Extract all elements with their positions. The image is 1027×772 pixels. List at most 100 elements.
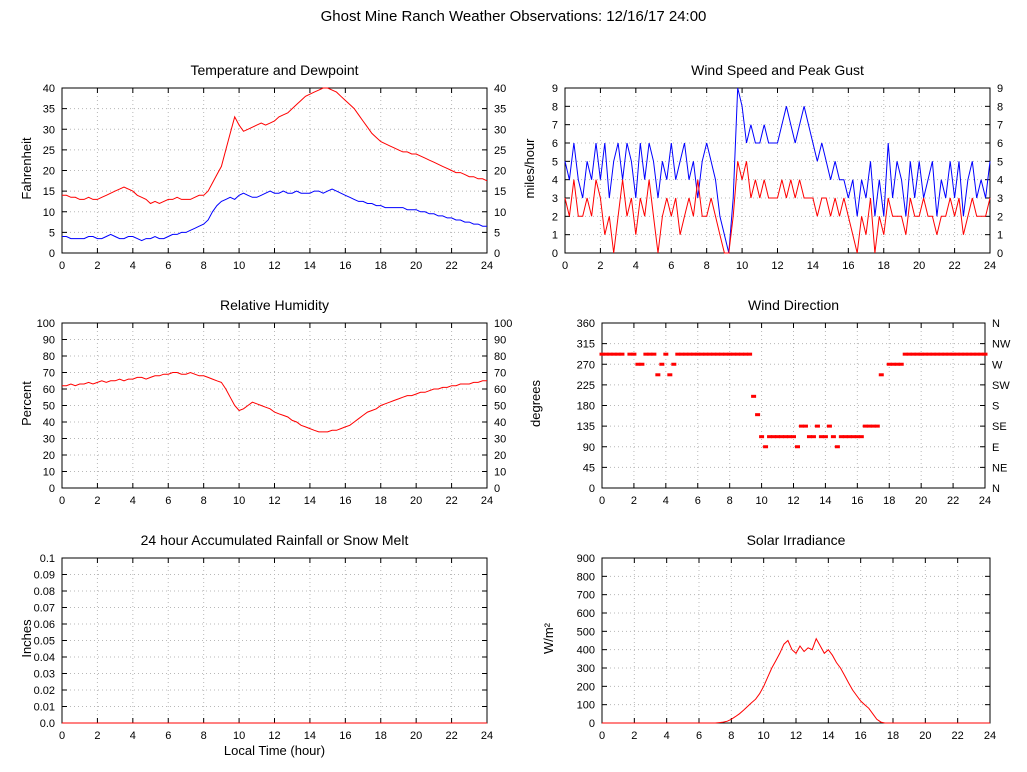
svg-text:100: 100 <box>577 700 595 712</box>
svg-text:3: 3 <box>997 193 1003 205</box>
svg-text:5: 5 <box>552 156 558 168</box>
svg-text:0: 0 <box>589 483 595 495</box>
svg-text:80: 80 <box>43 351 55 363</box>
svg-text:22: 22 <box>445 730 457 742</box>
svg-text:16: 16 <box>339 260 351 272</box>
svg-text:9: 9 <box>997 83 1003 95</box>
svg-text:2: 2 <box>94 495 100 507</box>
svg-text:20: 20 <box>919 730 931 742</box>
svg-text:4: 4 <box>130 260 136 272</box>
svg-text:2: 2 <box>631 495 637 507</box>
svg-text:10: 10 <box>494 467 506 479</box>
svg-text:30: 30 <box>43 124 55 136</box>
svg-text:35: 35 <box>494 104 506 116</box>
svg-text:25: 25 <box>43 145 55 157</box>
svg-text:200: 200 <box>577 681 595 693</box>
svg-text:SE: SE <box>992 421 1007 433</box>
svg-text:6: 6 <box>696 730 702 742</box>
svg-text:7: 7 <box>552 120 558 132</box>
svg-text:14: 14 <box>822 730 834 742</box>
svg-text:14: 14 <box>304 495 316 507</box>
svg-text:225: 225 <box>577 380 595 392</box>
svg-text:50: 50 <box>43 401 55 413</box>
svg-text:14: 14 <box>304 260 316 272</box>
svg-text:30: 30 <box>494 434 506 446</box>
svg-text:8: 8 <box>201 730 207 742</box>
svg-text:NE: NE <box>992 462 1007 474</box>
svg-text:0.0: 0.0 <box>40 718 55 730</box>
chart-title: Temperature and Dewpoint <box>190 62 359 78</box>
svg-text:0.01: 0.01 <box>34 702 55 714</box>
svg-text:0: 0 <box>494 483 500 495</box>
svg-text:12: 12 <box>268 730 280 742</box>
svg-text:2: 2 <box>631 730 637 742</box>
x-axis-label: Local Time (hour) <box>223 743 326 758</box>
svg-text:315: 315 <box>577 339 595 351</box>
svg-text:22: 22 <box>445 260 457 272</box>
svg-text:N: N <box>992 483 1000 495</box>
svg-text:1: 1 <box>552 230 558 242</box>
svg-text:20: 20 <box>913 260 925 272</box>
svg-text:0.06: 0.06 <box>34 619 55 631</box>
svg-text:22: 22 <box>948 260 960 272</box>
svg-text:40: 40 <box>494 417 506 429</box>
svg-text:0.04: 0.04 <box>34 652 55 664</box>
svg-text:18: 18 <box>878 260 890 272</box>
panel-wind-direction: Wind Direction degrees 0 N 45 NE 90 E 135 SE 180… <box>503 295 1016 535</box>
svg-text:30: 30 <box>43 434 55 446</box>
svg-text:0: 0 <box>59 260 65 272</box>
svg-text:4: 4 <box>130 730 136 742</box>
svg-text:24: 24 <box>979 495 991 507</box>
svg-text:20: 20 <box>410 260 422 272</box>
svg-text:18: 18 <box>883 495 895 507</box>
svg-text:4: 4 <box>997 175 1003 187</box>
wind-speed-gust-chart: 0 01 12 23 34 45 56 67 78 89 90 2 4 6 8 10 12 14 16 18 20 22 2… <box>552 83 1003 272</box>
svg-text:45: 45 <box>583 462 595 474</box>
svg-text:0: 0 <box>49 483 55 495</box>
svg-text:20: 20 <box>494 450 506 462</box>
svg-text:6: 6 <box>668 260 674 272</box>
svg-text:6: 6 <box>552 138 558 150</box>
svg-text:15: 15 <box>494 186 506 198</box>
svg-text:22: 22 <box>947 495 959 507</box>
svg-text:12: 12 <box>268 260 280 272</box>
svg-text:20: 20 <box>410 495 422 507</box>
svg-text:400: 400 <box>577 645 595 657</box>
svg-text:10: 10 <box>494 207 506 219</box>
svg-text:24: 24 <box>481 260 493 272</box>
svg-text:0: 0 <box>552 248 558 260</box>
svg-text:0: 0 <box>59 495 65 507</box>
svg-text:0: 0 <box>562 260 568 272</box>
svg-text:8: 8 <box>997 101 1003 113</box>
svg-text:60: 60 <box>494 384 506 396</box>
svg-text:W: W <box>992 359 1003 371</box>
svg-text:20: 20 <box>915 495 927 507</box>
svg-text:300: 300 <box>577 663 595 675</box>
svg-text:5: 5 <box>997 156 1003 168</box>
svg-text:40: 40 <box>43 83 55 95</box>
svg-text:6: 6 <box>165 260 171 272</box>
svg-text:18: 18 <box>375 730 387 742</box>
svg-text:2: 2 <box>997 211 1003 223</box>
svg-text:4: 4 <box>663 495 669 507</box>
svg-text:8: 8 <box>201 495 207 507</box>
svg-text:10: 10 <box>233 495 245 507</box>
svg-text:35: 35 <box>43 104 55 116</box>
svg-text:6: 6 <box>997 138 1003 150</box>
svg-text:16: 16 <box>855 730 867 742</box>
svg-text:20: 20 <box>410 730 422 742</box>
panel-solar-irradiance: Solar Irradiance W/m² 0 100 200 300 400 500 60… <box>503 530 1016 770</box>
svg-text:0.1: 0.1 <box>40 553 55 565</box>
svg-text:9: 9 <box>552 83 558 95</box>
svg-text:3: 3 <box>552 193 558 205</box>
svg-text:8: 8 <box>201 260 207 272</box>
svg-text:700: 700 <box>577 590 595 602</box>
svg-text:900: 900 <box>577 553 595 565</box>
svg-text:25: 25 <box>494 145 506 157</box>
svg-text:8: 8 <box>728 730 734 742</box>
svg-text:2: 2 <box>597 260 603 272</box>
svg-text:600: 600 <box>577 608 595 620</box>
